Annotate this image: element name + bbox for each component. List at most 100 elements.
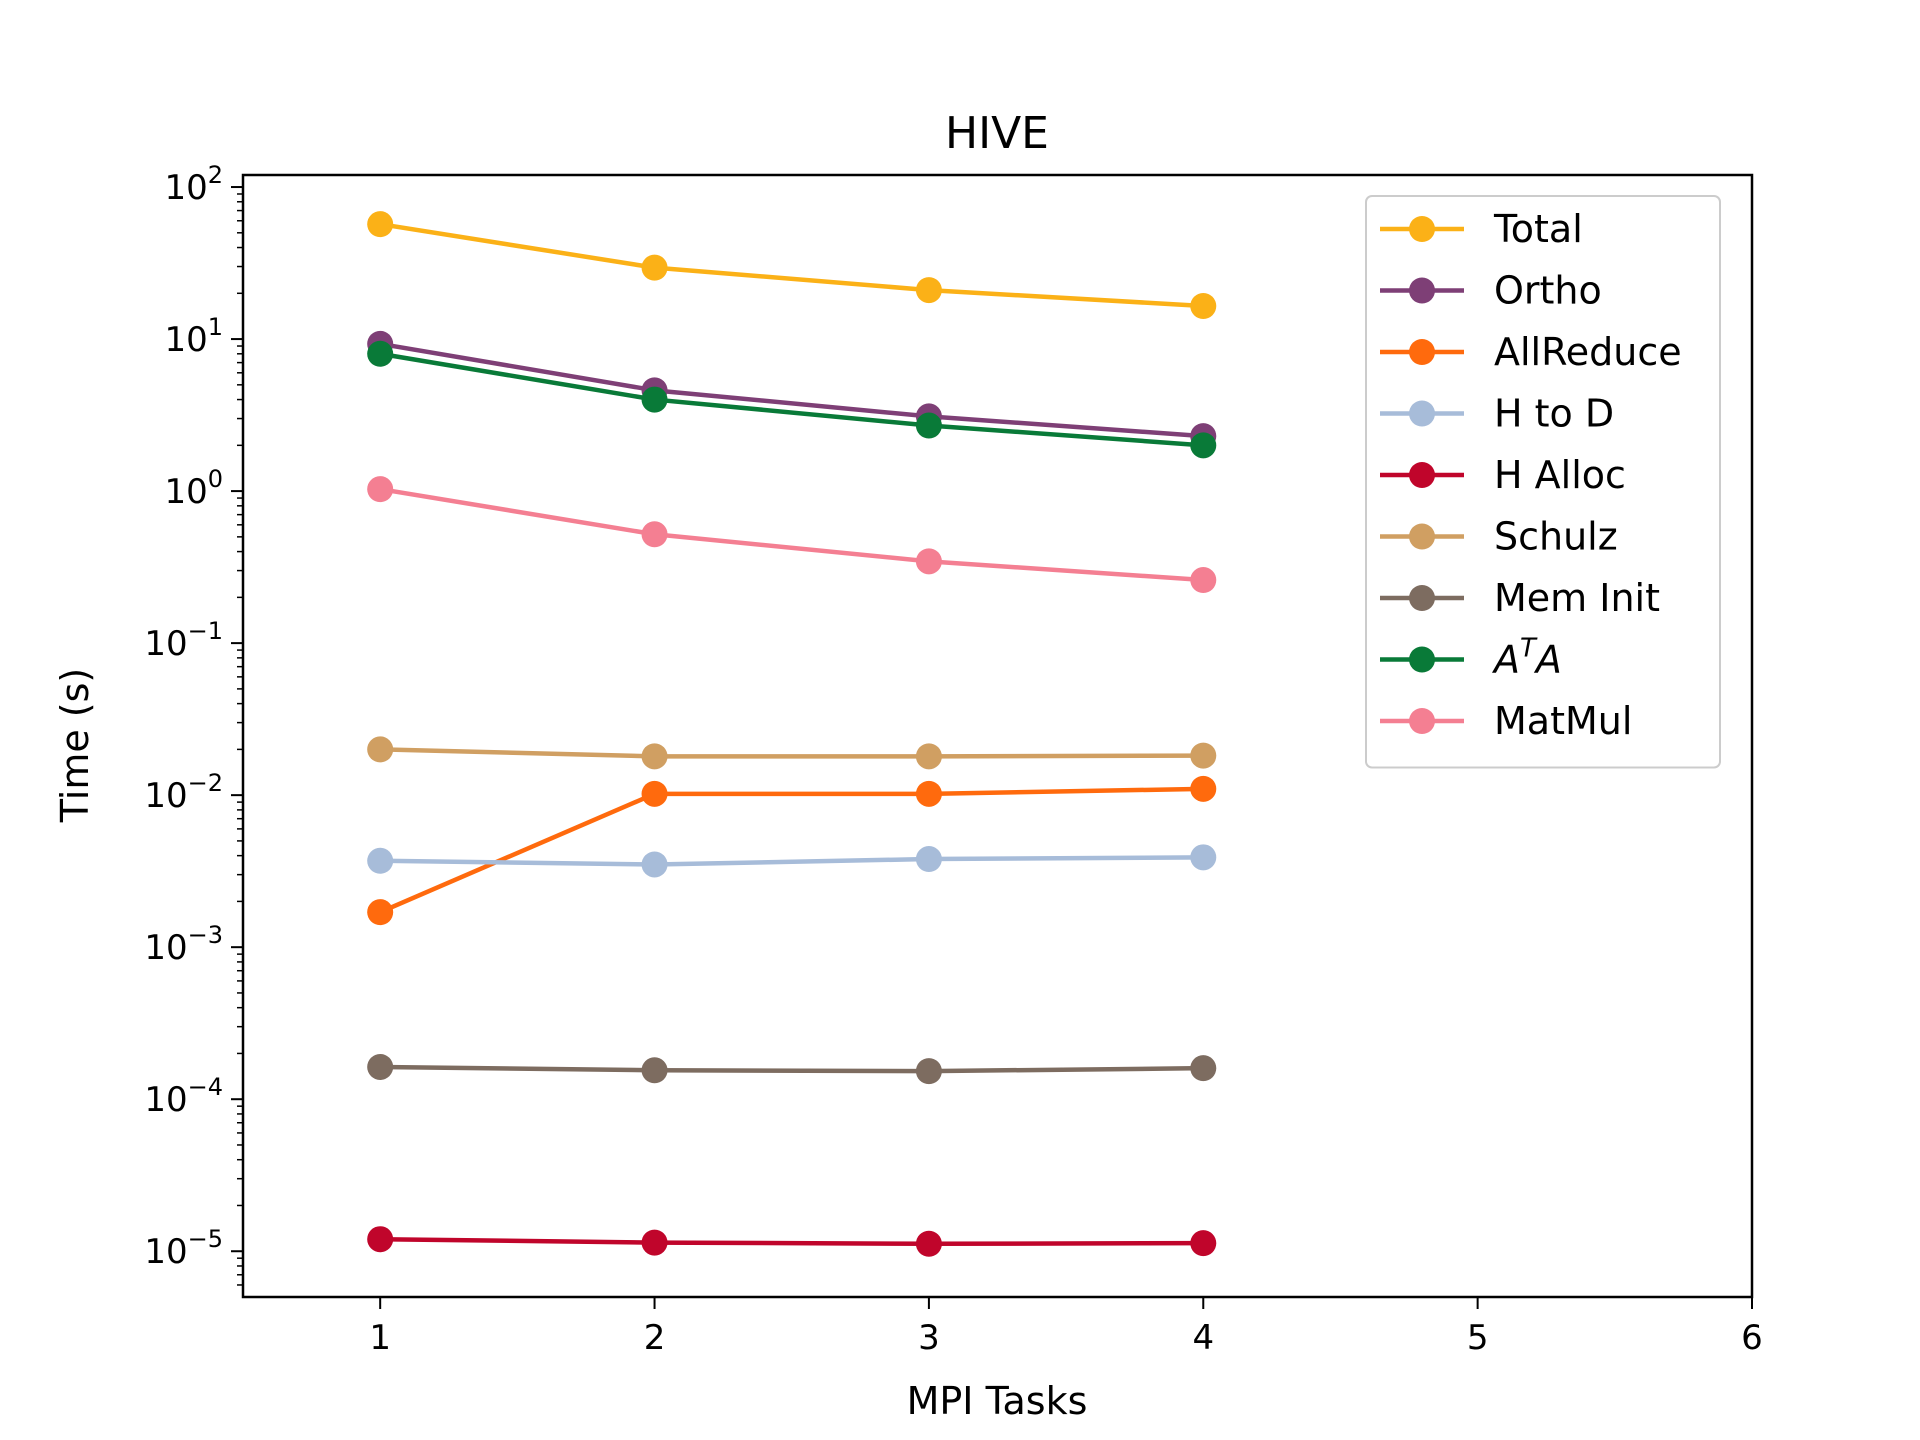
data-point (641, 386, 668, 413)
legend-marker (1409, 216, 1435, 242)
y-tick-label: 10−4 (144, 1073, 223, 1120)
legend-marker (1409, 339, 1435, 365)
data-point (1190, 293, 1217, 320)
legend-item: Schulz (1380, 515, 1618, 559)
data-point (367, 476, 394, 503)
series-total (367, 211, 1217, 320)
data-point (641, 780, 668, 807)
data-point (915, 277, 942, 304)
series-matmul (367, 476, 1217, 594)
legend-item: MatMul (1380, 699, 1632, 743)
series-h-to-d (367, 844, 1217, 878)
legend-marker (1409, 585, 1435, 611)
series-line (379, 486, 1204, 583)
x-tick-label: 2 (644, 1318, 666, 1358)
data-point (641, 1057, 668, 1084)
data-point (641, 521, 668, 548)
data-point (915, 780, 942, 807)
x-tick-label: 1 (369, 1318, 391, 1358)
y-tick-label: 101 (164, 313, 223, 360)
data-point (367, 340, 394, 367)
x-tick-label: 3 (918, 1318, 940, 1358)
x-axis-label: MPI Tasks (907, 1379, 1088, 1423)
legend-item: H to D (1380, 392, 1614, 436)
data-point (641, 254, 668, 281)
data-point (367, 1226, 394, 1253)
legend-label: MatMul (1494, 699, 1632, 743)
legend: Total Ortho AllReduce H to D H Alloc Schulz Me… (1365, 195, 1721, 769)
y-tick-label: 10−1 (144, 617, 223, 664)
data-point (915, 1230, 942, 1257)
series-h-alloc (367, 1226, 1217, 1257)
data-point (367, 847, 394, 874)
y-tick-label: 102 (164, 161, 223, 208)
plot-frame (241, 173, 1754, 1299)
series-mem-init (367, 1053, 1217, 1085)
data-point (915, 743, 942, 770)
series-allreduce (367, 775, 1217, 926)
legend-item: H Alloc (1380, 453, 1626, 497)
legend-item: Mem Init (1380, 576, 1660, 620)
legend-label: Total (1493, 207, 1583, 251)
series-line (379, 341, 1204, 439)
legend-marker (1409, 462, 1435, 488)
legend-marker (1409, 400, 1435, 427)
data-point (367, 899, 394, 926)
legend-label: ATA (1491, 634, 1562, 682)
series-line (380, 1064, 1204, 1074)
data-point (1190, 567, 1217, 594)
legend-label: Ortho (1494, 269, 1602, 313)
data-point (915, 412, 942, 439)
series-ata (367, 340, 1217, 459)
data-point (1190, 742, 1217, 769)
legend-box (1365, 195, 1721, 769)
data-point (367, 736, 394, 763)
legend-label: Mem Init (1494, 576, 1660, 620)
legend-item: AllReduce (1380, 330, 1682, 374)
data-point (641, 743, 668, 770)
x-tick-label: 6 (1741, 1318, 1763, 1358)
chart-title: HIVE (945, 108, 1049, 159)
data-point (1190, 775, 1217, 802)
series-line (380, 855, 1204, 867)
data-point (367, 211, 394, 238)
data-point (367, 1053, 394, 1080)
legend-label: AllReduce (1494, 330, 1682, 374)
legend-label: H Alloc (1494, 453, 1626, 497)
series-line (380, 747, 1204, 759)
series-schulz (367, 736, 1217, 770)
legend-item: ATA (1380, 634, 1562, 682)
x-tick-label: 4 (1192, 1318, 1214, 1358)
legend-label: H to D (1494, 392, 1614, 436)
y-tick-label: 10−2 (144, 769, 223, 816)
data-point (915, 1058, 942, 1085)
x-tick-label: 5 (1467, 1318, 1489, 1358)
data-point (915, 846, 942, 873)
legend-marker (1409, 646, 1435, 673)
legend-item: Total (1380, 207, 1583, 251)
series-line (380, 1236, 1204, 1247)
legend-item: Ortho (1380, 269, 1602, 313)
data-point (1190, 1055, 1217, 1082)
data-point (1190, 844, 1217, 871)
y-tick-label: 100 (164, 465, 223, 512)
data-point (1190, 432, 1217, 459)
y-tick-label: 10−5 (144, 1225, 223, 1272)
legend-marker (1409, 708, 1435, 734)
series-line (379, 351, 1204, 448)
data-point (1190, 1230, 1217, 1257)
series-layer (367, 211, 1217, 1257)
series-line (379, 786, 1204, 915)
data-point (641, 1229, 668, 1256)
legend-marker (1409, 523, 1435, 550)
data-point (641, 851, 668, 878)
axis-ticks: 1 2 3 4 5 6 102 101 100 10−1 10−2 10−3 10−4 10−5 (144, 161, 1762, 1358)
legend-label: Schulz (1494, 515, 1618, 559)
y-axis-label: Time (s) (53, 668, 97, 824)
y-tick-label: 10−3 (144, 921, 223, 968)
series-line (379, 221, 1204, 309)
data-point (915, 548, 942, 575)
legend-marker (1409, 277, 1435, 304)
